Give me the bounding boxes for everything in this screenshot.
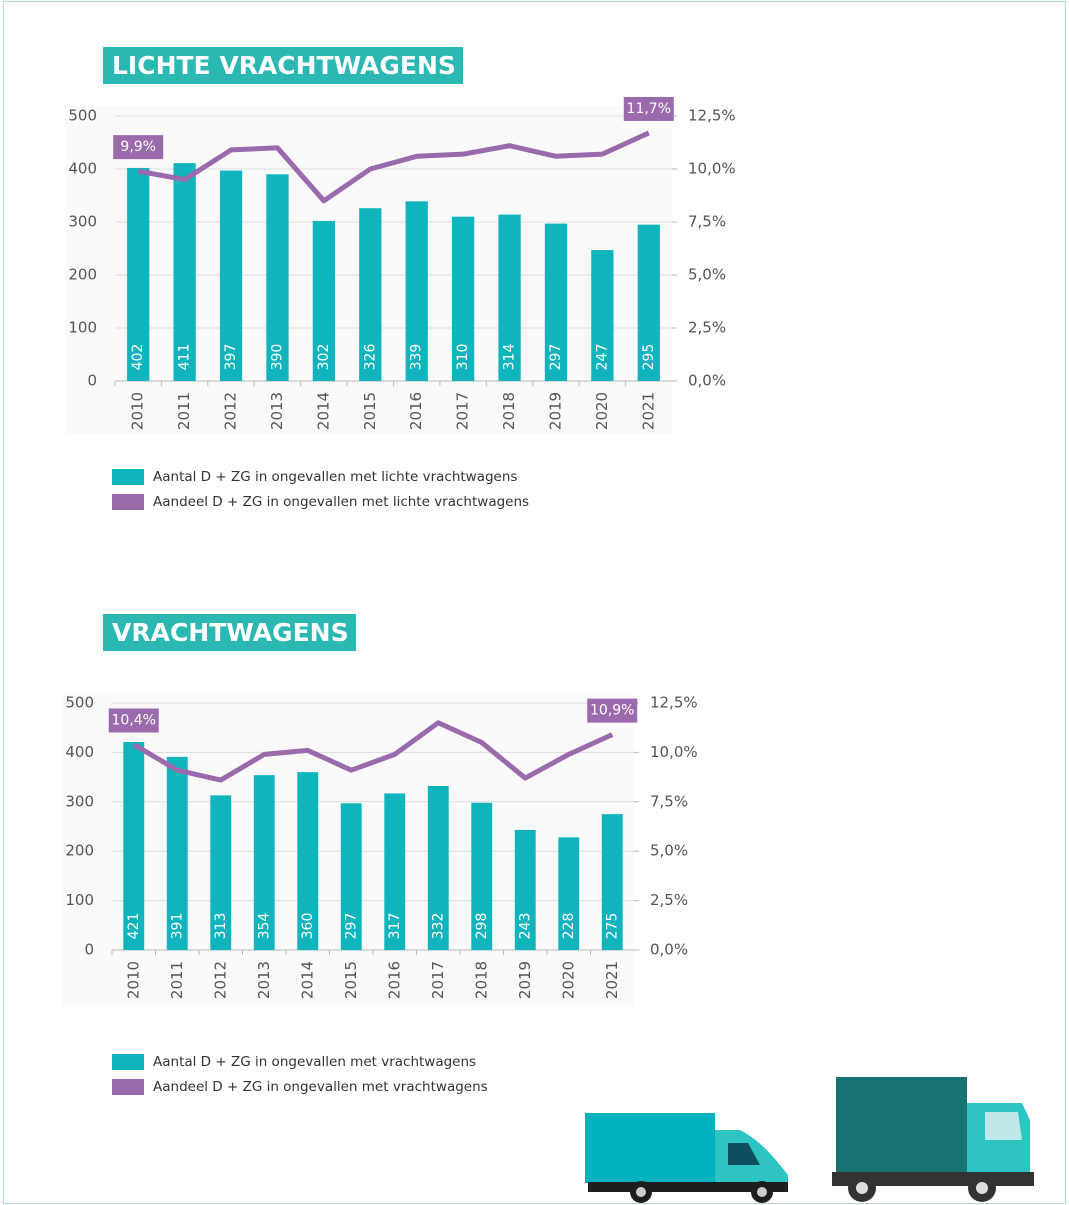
y2-tick-label: 2,5% <box>650 891 688 909</box>
x-tick-label: 2012 <box>211 961 229 999</box>
line-value-label: 9,9% <box>120 139 156 155</box>
legend-swatch <box>112 1054 144 1070</box>
x-tick-label: 2021 <box>603 961 621 999</box>
chart-title: VRACHTWAGENS <box>112 618 349 647</box>
line-value-label: 10,4% <box>112 712 156 728</box>
legend-label: Aandeel D + ZG in ongevallen met lichte … <box>153 494 529 510</box>
bar-value-label: 310 <box>455 344 471 371</box>
y2-tick-label: 0,0% <box>650 941 688 959</box>
x-tick-label: 2010 <box>129 392 147 430</box>
x-tick-label: 2019 <box>516 961 534 999</box>
chart-title: LICHTE VRACHTWAGENS <box>112 51 456 80</box>
y-tick-label: 400 <box>68 160 97 178</box>
x-tick-label: 2013 <box>268 392 286 430</box>
x-tick-label: 2010 <box>124 961 142 999</box>
x-tick-label: 2016 <box>385 961 403 999</box>
y2-tick-label: 5,0% <box>650 842 688 860</box>
bar-value-label: 391 <box>169 913 185 940</box>
line-value-label: 10,9% <box>590 703 634 719</box>
legend-swatch <box>112 494 144 510</box>
y-tick-label: 200 <box>68 266 97 284</box>
y2-tick-label: 12,5% <box>688 107 736 125</box>
legend-swatch <box>112 1079 144 1095</box>
x-tick-label: 2021 <box>639 392 657 430</box>
bar-value-label: 302 <box>316 344 332 371</box>
y2-tick-label: 2,5% <box>688 319 726 337</box>
x-tick-label: 2015 <box>361 392 379 430</box>
bar-value-label: 360 <box>300 913 316 940</box>
y-tick-label: 500 <box>65 694 94 712</box>
bar-value-label: 402 <box>130 344 146 371</box>
truck <box>832 1077 1034 1202</box>
y-tick-label: 0 <box>84 941 94 959</box>
light-truck <box>585 1113 788 1203</box>
hub <box>976 1182 988 1194</box>
y2-tick-label: 10,0% <box>688 160 736 178</box>
x-tick-label: 2017 <box>429 961 447 999</box>
y2-tick-label: 5,0% <box>688 266 726 284</box>
x-tick-label: 2018 <box>472 961 490 999</box>
x-tick-label: 2015 <box>342 961 360 999</box>
x-tick-label: 2011 <box>168 961 186 999</box>
bar-value-label: 297 <box>343 913 359 940</box>
legend-swatch <box>112 469 144 485</box>
page: LICHTE VRACHTWAGENS 0 100 200 300 400 500 0,0% 2… <box>0 0 1069 1205</box>
bar-value-label: 314 <box>502 344 518 371</box>
bar-value-label: 247 <box>594 344 610 371</box>
x-tick-label: 2016 <box>407 392 425 430</box>
y2-tick-label: 7,5% <box>650 792 688 810</box>
y-tick-label: 300 <box>65 792 94 810</box>
x-tick-label: 2019 <box>546 392 564 430</box>
truck-box <box>585 1113 715 1183</box>
hub <box>856 1182 868 1194</box>
hub <box>636 1187 646 1197</box>
x-tick-label: 2014 <box>314 392 332 430</box>
bar-value-label: 275 <box>604 913 620 940</box>
bar-value-label: 397 <box>223 344 239 371</box>
y-tick-label: 400 <box>65 743 94 761</box>
bar-value-label: 295 <box>641 344 657 371</box>
legend-label: Aantal D + ZG in ongevallen met vrachtwa… <box>153 1054 476 1070</box>
x-tick-label: 2014 <box>298 961 316 999</box>
bar-value-label: 243 <box>517 913 533 940</box>
y-tick-label: 100 <box>65 891 94 909</box>
truck-window <box>985 1112 1022 1140</box>
bar-value-label: 354 <box>256 913 272 940</box>
y-tick-label: 200 <box>65 842 94 860</box>
bar-value-label: 390 <box>269 344 285 371</box>
line-value-label: 11,7% <box>627 101 671 117</box>
x-tick-label: 2020 <box>559 961 577 999</box>
hub <box>757 1187 767 1197</box>
x-tick-label: 2011 <box>175 392 193 430</box>
y-tick-label: 0 <box>87 372 97 390</box>
bar-value-label: 313 <box>213 913 229 940</box>
y2-tick-label: 12,5% <box>650 694 698 712</box>
bar-value-label: 339 <box>409 344 425 371</box>
legend-label: Aantal D + ZG in ongevallen met lichte v… <box>153 469 517 485</box>
y2-tick-label: 0,0% <box>688 372 726 390</box>
x-tick-label: 2020 <box>593 392 611 430</box>
y2-tick-label: 10,0% <box>650 743 698 761</box>
bar-value-label: 332 <box>430 913 446 940</box>
truck-box <box>836 1077 967 1175</box>
legend-label: Aandeel D + ZG in ongevallen met vrachtw… <box>153 1079 488 1095</box>
y-tick-label: 500 <box>68 107 97 125</box>
x-tick-label: 2013 <box>255 961 273 999</box>
bar-value-label: 326 <box>362 344 378 371</box>
bar-value-label: 297 <box>548 344 564 371</box>
x-tick-label: 2017 <box>454 392 472 430</box>
y-tick-label: 300 <box>68 213 97 231</box>
bar-value-label: 421 <box>126 913 142 940</box>
bar-value-label: 228 <box>561 913 577 940</box>
x-tick-label: 2018 <box>500 392 518 430</box>
bar-value-label: 298 <box>474 913 490 940</box>
bar-value-label: 411 <box>177 344 193 371</box>
bar-value-label: 317 <box>387 913 403 940</box>
x-tick-label: 2012 <box>222 392 240 430</box>
y2-tick-label: 7,5% <box>688 213 726 231</box>
y-tick-label: 100 <box>68 319 97 337</box>
